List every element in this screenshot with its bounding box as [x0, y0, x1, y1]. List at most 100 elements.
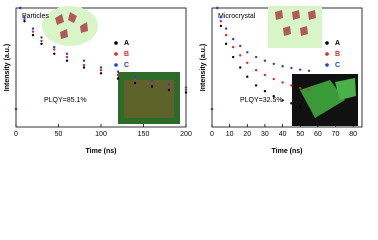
legend-label: B [335, 51, 340, 58]
legend-marker [325, 41, 329, 45]
x-tick-label: 30 [261, 131, 269, 138]
data-point [272, 62, 275, 66]
data-point [239, 66, 242, 69]
data-point [53, 52, 56, 55]
data-point [133, 78, 137, 82]
data-point [99, 66, 103, 69]
data-point [150, 85, 154, 88]
data-point [281, 81, 284, 84]
x-tick-label: 200 [180, 131, 192, 138]
data-point [65, 59, 69, 62]
crystal-shapes [55, 12, 88, 39]
x-axis-label: Time (ns) [86, 148, 117, 155]
x-tick-label: 50 [296, 131, 304, 138]
data-point [216, 6, 219, 10]
y-axis-label: Intensity (a.u.) [4, 44, 11, 91]
legend-marker [325, 63, 329, 67]
data-point [231, 55, 235, 59]
data-point [290, 102, 293, 105]
data-point [224, 33, 228, 37]
data-point [31, 30, 35, 33]
data-point [184, 88, 188, 92]
data-point [254, 55, 258, 59]
legend-label: A [124, 40, 129, 47]
legend-marker [114, 52, 118, 56]
x-tick-label: 0 [210, 131, 214, 138]
data-point [254, 84, 258, 87]
x-tick-label: 150 [138, 131, 150, 138]
data-point [19, 6, 22, 10]
plqy-label: PLQY=32.5% [240, 97, 283, 104]
data-point [263, 73, 267, 77]
x-tick-label: 100 [95, 131, 107, 138]
legend-label: C [335, 62, 340, 69]
figure: 0 50 100 150 200 Time (ns) Intensity (a.u.) Par… [4, 6, 363, 155]
data-point [307, 88, 311, 92]
y-axis-label: Intensity (a.u.) [200, 44, 207, 91]
data-point [23, 20, 26, 23]
data-point [263, 59, 267, 62]
data-point [231, 37, 235, 41]
data-point [224, 27, 228, 30]
data-point [40, 36, 43, 39]
page: 0 50 100 150 200 Time (ns) Intensity (a.u.) Par… [3, 6, 363, 155]
micrograph-texture [124, 80, 174, 118]
data-point [219, 20, 223, 23]
data-point [82, 59, 86, 62]
data-point [239, 54, 242, 57]
data-point [82, 63, 86, 67]
micrograph-crystal [300, 80, 345, 118]
x-tick-label: 50 [55, 131, 63, 138]
crystal-inset [42, 6, 98, 46]
data-point [150, 82, 154, 85]
data-point [40, 42, 43, 46]
x-tick-label: 70 [332, 131, 340, 138]
panel-label: Microcrystal [218, 13, 256, 20]
data-point [167, 85, 171, 89]
data-point [99, 72, 103, 75]
data-point [53, 45, 56, 49]
data-point [290, 84, 293, 87]
legend-marker [114, 41, 118, 45]
data-point [116, 77, 120, 80]
data-point [263, 89, 267, 93]
data-point [219, 16, 223, 19]
data-point [82, 66, 86, 69]
data-point [99, 69, 103, 72]
panel-label: Particles [22, 13, 49, 20]
plqy-label: PLQY=85.1% [44, 97, 87, 104]
micrograph-crystal [335, 78, 356, 100]
data-point [133, 75, 137, 78]
crystal-shapes [275, 10, 316, 36]
data-point [184, 86, 188, 89]
data-point [116, 70, 120, 73]
x-tick-label: 10 [226, 131, 234, 138]
data-point [272, 77, 275, 81]
x-axis-label: Time (ns) [272, 148, 303, 155]
data-point [65, 52, 69, 55]
data-point [31, 27, 35, 30]
data-point [246, 61, 249, 64]
legend-label: C [124, 62, 129, 69]
data-point [219, 24, 223, 28]
data-point [254, 69, 258, 72]
data-point [299, 105, 302, 108]
x-tick-label: 60 [314, 131, 322, 138]
data-point [281, 99, 284, 102]
data-point [246, 51, 249, 54]
x-tick-label: 20 [243, 131, 251, 138]
data-point [40, 39, 43, 43]
data-point [246, 75, 249, 78]
legend-marker [325, 52, 329, 56]
data-point [167, 83, 171, 86]
data-point [307, 69, 311, 73]
data-point [116, 73, 120, 77]
data-point [231, 45, 235, 49]
data-point [31, 33, 35, 37]
data-point [272, 94, 275, 98]
data-point [14, 107, 18, 111]
data-point [281, 65, 284, 68]
data-point [133, 81, 137, 85]
data-point [224, 42, 228, 46]
data-point [150, 79, 154, 82]
